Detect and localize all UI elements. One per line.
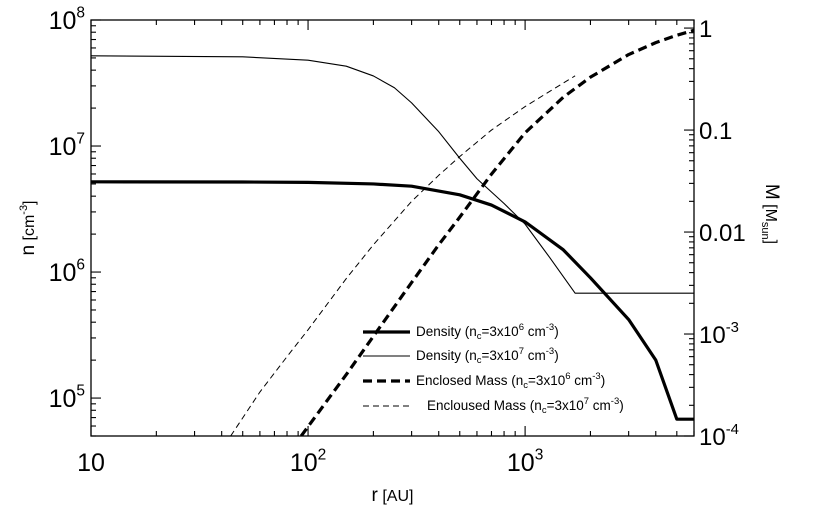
y-right-tick-label: 0.1 [699,118,732,145]
legend-label-2: Density (nc=3x107 cm-3) [416,346,559,366]
series-layer [91,28,694,436]
series-line-2 [91,55,694,294]
legend-label-1: Density (nc=3x106 cm-3) [416,322,559,342]
x-axis-title: r [AU] [372,485,414,506]
y-left-axis-title: n [cm-3] [18,200,39,255]
y-left-tick-label: 106 [49,256,85,287]
x-tick-label: 10 [77,449,105,477]
y-left-tick-label: 108 [49,4,85,35]
legend: Density (nc=3x106 cm-3) Density (nc=3x107… [363,322,624,416]
series-line-1 [91,180,694,421]
labels-layer: 10 102 103 105 106 107 108 10-4 10-3 0.01 0.1 1 [49,4,746,477]
plot-frame [90,19,695,437]
legend-label-4: Encloused Mass (nc=3x107 cm-3) [427,396,624,416]
x-tick-label: 102 [290,446,326,477]
y-right-tick-label: 0.01 [699,220,746,247]
y-right-tick-label: 10-4 [699,422,739,451]
y-right-tick-label: 10-3 [699,320,739,349]
y-right-axis-title: M [Msun] [759,184,782,244]
series-line-3 [299,28,694,436]
y-right-tick-label: 1 [699,16,712,43]
legend-label-3: Enclosed Mass (nc=3x106 cm-3) [416,371,605,391]
x-tick-label: 103 [507,446,543,477]
series-line-4 [230,75,576,436]
y-left-tick-label: 105 [49,382,85,413]
y-left-tick-label: 107 [49,130,85,161]
axis-titles: r [AU] n [cm-3] M [Msun] [18,184,782,506]
